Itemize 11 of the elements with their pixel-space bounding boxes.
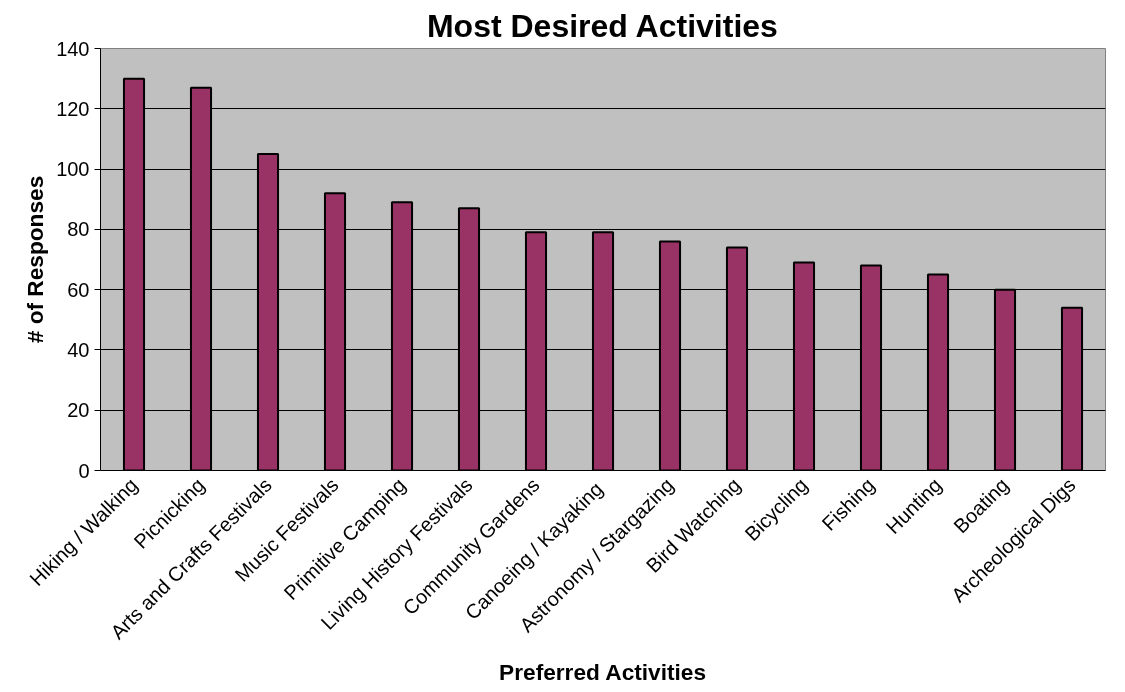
y-axis-title: # of Responses [22, 175, 49, 344]
y-tick-label: 100 [56, 158, 90, 181]
y-tick-label: 60 [67, 278, 90, 301]
chart-title: Most Desired Activities [426, 7, 778, 44]
y-tick-label: 0 [78, 459, 90, 482]
y-tick-label: 120 [56, 97, 90, 120]
y-tick-label: 80 [67, 218, 90, 241]
y-tick-label: 40 [67, 338, 90, 361]
y-tick-label: 20 [67, 399, 90, 422]
x-axis-title: Preferred Activities [499, 659, 707, 686]
y-tick-label: 140 [56, 37, 90, 60]
